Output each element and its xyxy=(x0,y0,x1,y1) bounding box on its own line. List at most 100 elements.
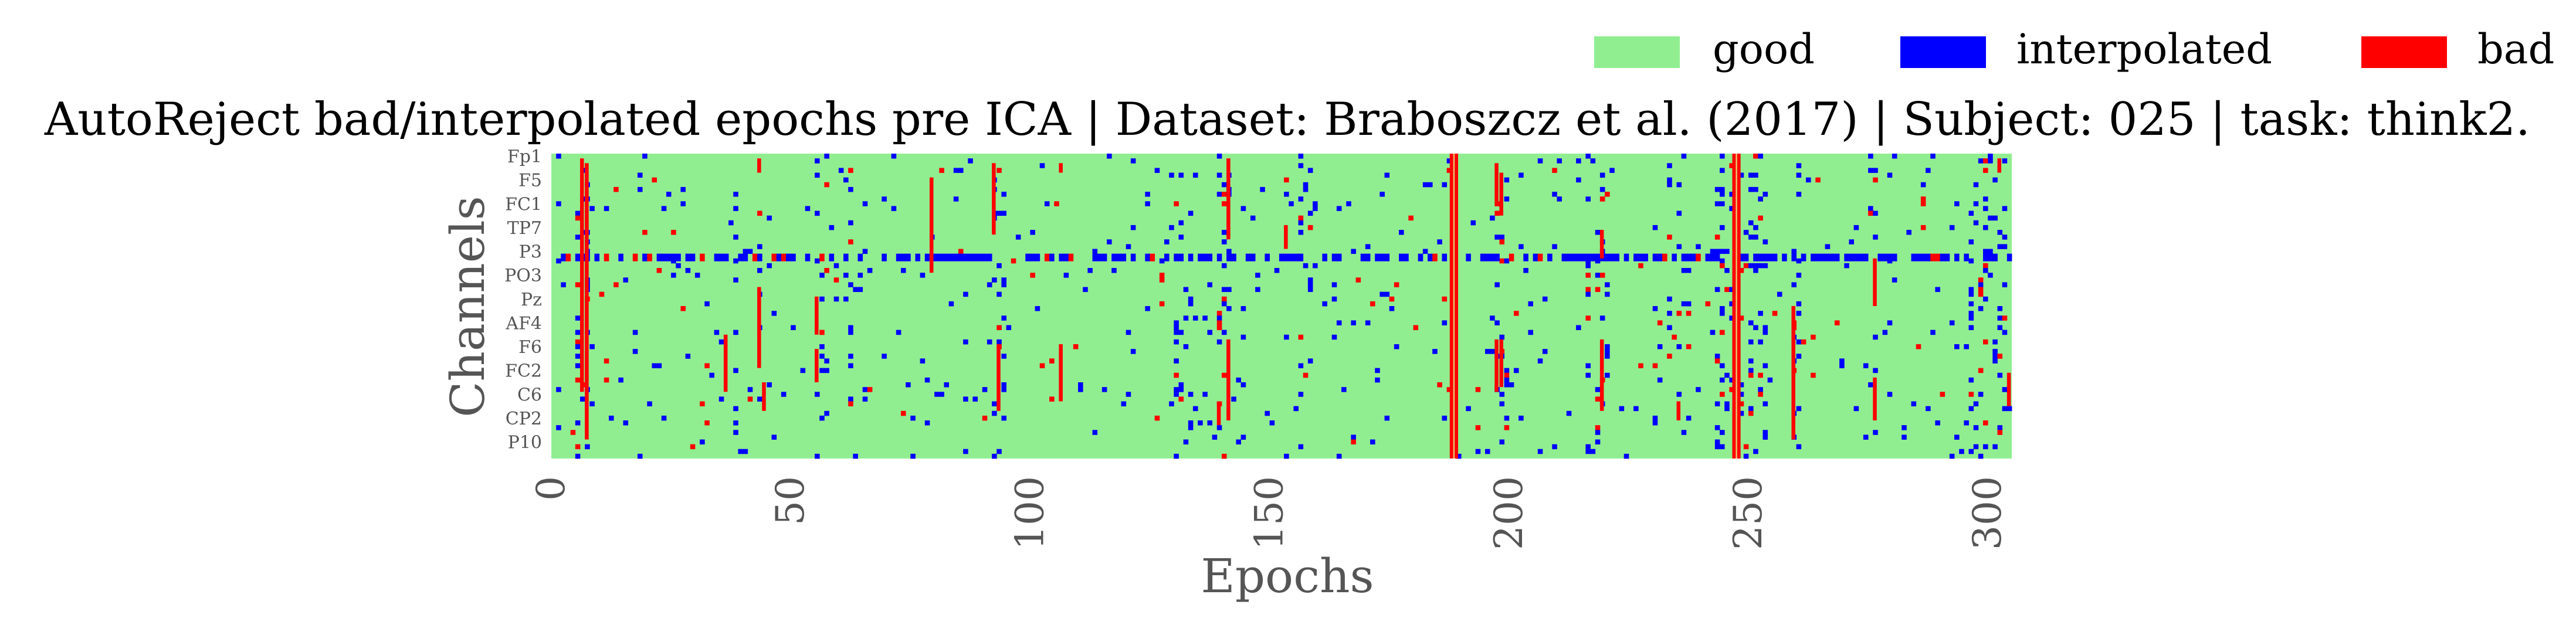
heatmap-cell xyxy=(1595,430,1601,435)
heatmap-cell xyxy=(1504,372,1510,378)
heatmap-cell xyxy=(2002,158,2008,164)
heatmap-cell xyxy=(1815,177,1821,183)
heatmap-cell xyxy=(1811,334,1816,340)
heatmap-cell-po3 xyxy=(656,253,662,262)
legend-swatch-good xyxy=(1594,36,1680,68)
heatmap-cell-po3 xyxy=(882,253,887,262)
heatmap-cell xyxy=(1221,296,1227,302)
heatmap-cell xyxy=(1954,434,1960,440)
heatmap-cell xyxy=(1748,368,1754,373)
heatmap-cell-po3 xyxy=(968,253,973,262)
y-tick-label: P10 xyxy=(508,433,542,453)
heatmap-cell xyxy=(862,396,868,402)
heatmap-cell xyxy=(1379,192,1385,197)
heatmap-cell xyxy=(1672,334,1677,340)
heatmap-cell xyxy=(637,453,643,459)
heatmap-cell xyxy=(709,372,714,378)
heatmap-cell xyxy=(671,273,676,278)
heatmap-cell xyxy=(614,186,619,192)
heatmap-cell xyxy=(1748,339,1754,345)
heatmap-cell xyxy=(1126,392,1131,397)
heatmap-cell xyxy=(1303,263,1309,269)
heatmap-cell xyxy=(1714,201,1720,206)
bad-segment xyxy=(1284,225,1288,249)
heatmap-cell xyxy=(900,268,906,273)
heatmap-cell xyxy=(910,453,916,459)
heatmap-cell xyxy=(676,263,681,269)
heatmap-cell-po3 xyxy=(857,253,863,262)
heatmap-cell xyxy=(714,330,720,335)
heatmap-cell xyxy=(848,363,853,369)
heatmap-cell xyxy=(1422,249,1428,254)
heatmap-cell xyxy=(1696,244,1701,249)
heatmap-cell xyxy=(1720,168,1725,173)
heatmap-cell xyxy=(1720,363,1725,369)
heatmap-cell xyxy=(824,182,829,188)
heatmap-cell xyxy=(1178,382,1184,388)
heatmap-cell xyxy=(1605,372,1610,378)
heatmap-cell xyxy=(1475,425,1481,430)
bad-segment xyxy=(1676,401,1681,420)
heatmap-cell xyxy=(1868,210,1873,216)
heatmap-cell xyxy=(1992,444,1998,450)
heatmap-cell-po3 xyxy=(1696,253,1701,262)
heatmap-cell-po3 xyxy=(1825,253,1831,262)
heatmap-cell xyxy=(963,339,968,345)
heatmap-cell xyxy=(1159,273,1165,278)
heatmap-cell-po3 xyxy=(618,253,623,262)
heatmap-cell xyxy=(791,325,796,331)
heatmap-cell xyxy=(575,235,581,240)
heatmap-cell-po3 xyxy=(1877,253,1883,262)
heatmap-cell-po3 xyxy=(1111,253,1117,262)
heatmap-cell xyxy=(1753,263,1758,269)
heatmap-cell xyxy=(1494,320,1500,325)
heatmap-cell-po3 xyxy=(1150,253,1155,262)
heatmap-cell xyxy=(1978,453,1984,459)
heatmap-cell xyxy=(652,363,657,369)
heatmap-cell xyxy=(1221,372,1227,378)
heatmap-cell xyxy=(1758,154,1763,159)
heatmap-cell xyxy=(1916,344,1921,349)
heatmap-cell xyxy=(575,282,581,287)
heatmap-cell-po3 xyxy=(1121,253,1127,262)
heatmap-cell xyxy=(1466,406,1471,412)
heatmap-cell xyxy=(1542,296,1548,302)
heatmap-cell xyxy=(1978,306,1984,311)
heatmap-cell xyxy=(1605,291,1610,297)
heatmap-cell xyxy=(1902,425,1907,430)
heatmap-cell xyxy=(1796,444,1802,450)
legend-swatch-bad xyxy=(2361,36,2447,68)
heatmap-cell-po3 xyxy=(1791,253,1797,262)
heatmap-cell xyxy=(1307,287,1313,293)
heatmap-cell xyxy=(1504,196,1510,202)
heatmap-cell xyxy=(1968,406,1974,412)
heatmap-cell xyxy=(1968,239,1974,245)
heatmap-cell xyxy=(819,296,825,302)
heatmap-cell xyxy=(1753,172,1758,178)
heatmap-cell xyxy=(575,339,581,345)
heatmap-cell xyxy=(1724,401,1730,407)
heatmap-cell xyxy=(1720,377,1725,383)
heatmap-cell xyxy=(1978,158,1984,164)
heatmap-cell-po3 xyxy=(1547,253,1553,262)
heatmap-cell xyxy=(1805,177,1811,183)
heatmap-cell-po3 xyxy=(1523,253,1528,262)
heatmap-cell xyxy=(1605,349,1610,354)
heatmap-cell xyxy=(1087,268,1093,273)
heatmap-cell xyxy=(1720,263,1725,269)
heatmap-cell xyxy=(1652,363,1658,369)
heatmap-cell xyxy=(853,453,858,459)
heatmap-cell xyxy=(1303,182,1309,188)
heatmap-cell xyxy=(680,186,686,192)
heatmap-cell-po3 xyxy=(1853,253,1859,262)
heatmap-cell xyxy=(1446,158,1452,164)
heatmap-cell xyxy=(920,358,926,364)
heatmap-cell-po3 xyxy=(1935,253,1940,262)
heatmap-cell xyxy=(862,249,868,254)
heatmap-cell-po3 xyxy=(700,253,705,262)
heatmap-cell xyxy=(996,339,1002,345)
heatmap-cell xyxy=(1720,225,1725,230)
heatmap-cell xyxy=(1499,334,1505,340)
heatmap-cell xyxy=(1092,249,1098,254)
